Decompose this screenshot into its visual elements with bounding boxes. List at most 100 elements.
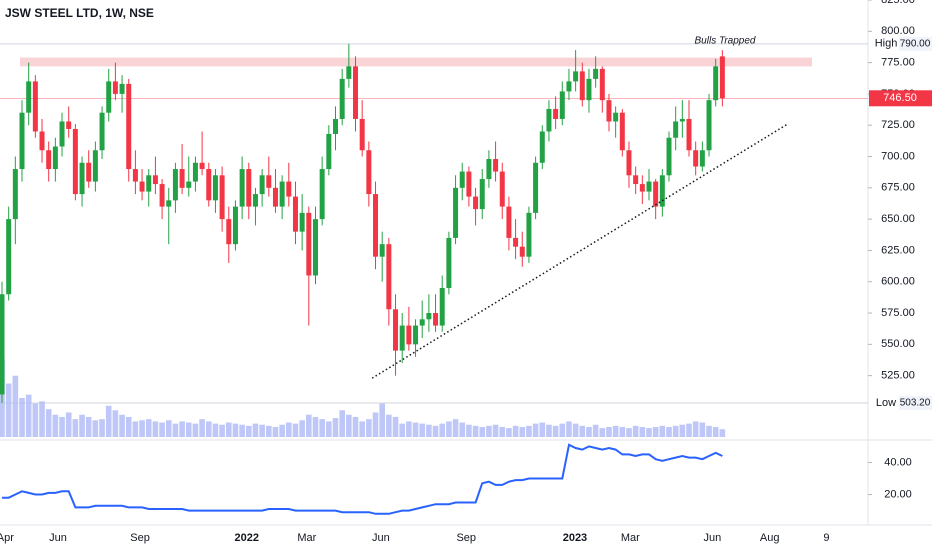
candle-body: [459, 171, 465, 188]
volume-bar: [12, 375, 19, 437]
candle-body: [713, 66, 719, 101]
candle-body: [226, 219, 232, 245]
candle-body: [86, 162, 92, 182]
candle-body: [206, 169, 212, 201]
candle-body: [393, 309, 399, 351]
volume-bar: [559, 423, 566, 437]
volume-bar: [79, 414, 85, 437]
candle-body: [333, 118, 338, 134]
candle-body: [379, 244, 385, 257]
volume-bar: [459, 422, 466, 437]
candle-body: [633, 175, 639, 185]
candle-body: [593, 68, 599, 79]
volume-bar: [205, 421, 212, 437]
volume-bar: [252, 423, 259, 437]
volume-bar: [532, 423, 539, 437]
candle-body: [453, 187, 459, 238]
annotation: Bulls Trapped: [695, 36, 756, 47]
volume-bar: [65, 412, 72, 437]
candle-body: [79, 162, 85, 195]
candle-body: [92, 150, 98, 182]
low-value: 503.20: [900, 398, 931, 409]
volume-bar: [652, 426, 659, 437]
volume-bar: [546, 424, 552, 437]
candle-body: [446, 237, 452, 288]
candle-body: [613, 112, 619, 122]
volume-bar: [352, 416, 359, 437]
candle-body: [473, 196, 479, 210]
volume-bar: [259, 424, 265, 437]
candle-body: [46, 150, 52, 170]
y-tick-label: 575.00: [881, 307, 915, 319]
candle-body: [579, 71, 585, 101]
volume-bar: [706, 425, 712, 437]
candle-body: [59, 121, 65, 147]
y-tick-label: 775.00: [881, 57, 915, 69]
volume-bar: [419, 423, 426, 437]
x-tick-label: Mar: [621, 532, 640, 544]
chart-title: JSW STEEL LTD, 1W, NSE: [5, 6, 154, 20]
volume-bar: [25, 394, 32, 437]
candle-body: [286, 181, 292, 197]
candle-body: [673, 121, 679, 138]
volume-bar: [486, 425, 492, 437]
volume-bar: [306, 414, 312, 437]
candle-body: [139, 181, 145, 192]
candle-body: [6, 219, 12, 295]
candle-body: [519, 246, 525, 257]
candle-body: [326, 133, 332, 170]
volume-bar: [566, 421, 572, 437]
volume-bar: [245, 425, 252, 437]
volume-bar: [686, 423, 692, 437]
candle-body: [513, 237, 519, 247]
candle-body: [706, 100, 712, 151]
candle-body: [619, 112, 625, 151]
candle-body: [219, 175, 225, 220]
y-tick-label: 525.00: [881, 370, 915, 382]
volume-bar: [692, 421, 699, 437]
volume-bar: [272, 426, 279, 437]
volume-bar: [319, 419, 325, 437]
volume-bar: [152, 421, 159, 437]
high-value: 790.00: [900, 38, 931, 49]
volume-bar: [506, 428, 512, 437]
candle-body: [146, 175, 152, 192]
candle-body: [212, 175, 218, 201]
candle-body: [406, 325, 412, 345]
volume-bar: [119, 414, 125, 437]
volume-bar: [199, 419, 205, 437]
volume-bar: [112, 410, 119, 437]
candle-body: [606, 100, 612, 122]
volume-bar: [99, 419, 105, 437]
volume-bar: [412, 422, 419, 437]
volume-bar: [279, 424, 285, 437]
volume-bar: [719, 429, 726, 437]
candle-body: [719, 56, 725, 99]
x-tick-label: Jun: [372, 532, 390, 544]
candle-body: [199, 162, 205, 170]
candle-body: [699, 150, 705, 167]
y-tick-label: 825.00: [881, 0, 915, 6]
volume-bar: [292, 423, 299, 437]
volume-bar: [165, 420, 172, 437]
volume-bar: [626, 428, 632, 437]
x-tick-label: Jun: [49, 532, 67, 544]
candle-body: [639, 184, 645, 192]
candle-body: [573, 71, 579, 82]
candle-body: [339, 78, 345, 119]
volume-bar: [32, 403, 39, 437]
candle-body: [526, 212, 532, 257]
x-tick-label: Jun: [703, 532, 721, 544]
volume-bar: [399, 423, 405, 437]
volume-bar: [159, 422, 165, 437]
x-tick-label: Sep: [456, 532, 476, 544]
y2-tick-label: 20.00: [884, 488, 912, 500]
candle-body: [559, 91, 565, 119]
volume-bar: [639, 426, 646, 437]
candle-body: [626, 150, 632, 176]
high-label-bg: [899, 36, 932, 51]
candle-body: [152, 175, 158, 185]
candle-body: [599, 68, 605, 101]
candle-body: [72, 128, 78, 195]
